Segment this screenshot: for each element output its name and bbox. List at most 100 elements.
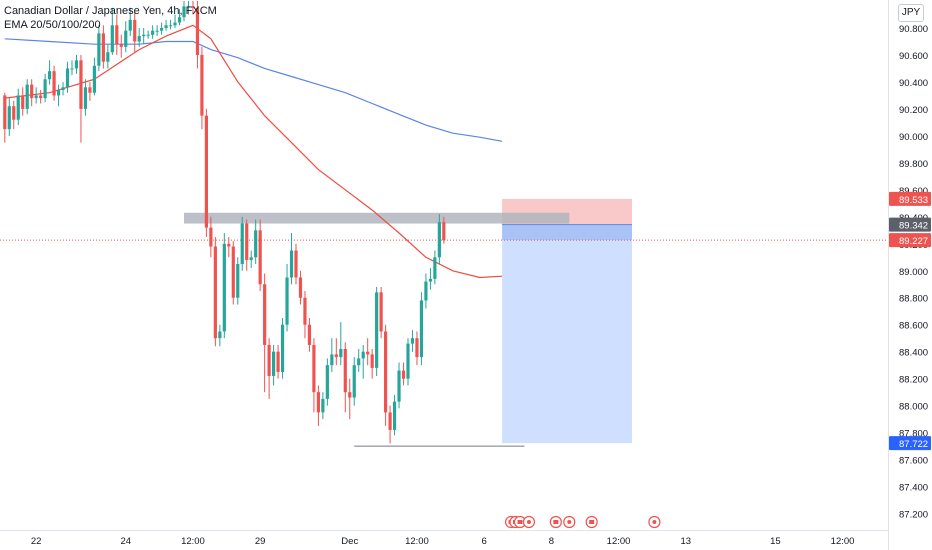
candle-body <box>289 250 294 278</box>
candle <box>397 362 401 409</box>
candle-body <box>267 344 271 376</box>
price-tag-label: 89.533 <box>899 195 928 206</box>
time-tick-label: 8 <box>549 536 554 547</box>
candle-body <box>151 30 155 35</box>
candle <box>352 357 356 406</box>
candle-body <box>65 68 70 88</box>
candle <box>357 349 361 372</box>
candle-body <box>164 25 168 28</box>
price-tick-label: 90.200 <box>899 105 928 116</box>
candle-body <box>186 6 191 8</box>
candle-body <box>83 87 88 109</box>
candle <box>379 286 383 339</box>
candle-body <box>263 284 267 345</box>
time-tick-label: 15 <box>770 536 781 547</box>
price-tick-label: 89.600 <box>899 186 928 197</box>
candle-body <box>249 257 253 260</box>
candle <box>343 342 347 413</box>
candle <box>298 270 303 305</box>
candle-body <box>410 338 415 344</box>
event-marker-dot <box>652 520 657 524</box>
candle <box>88 81 92 101</box>
candle-body <box>334 354 338 358</box>
currency-button[interactable]: JPY <box>898 4 924 22</box>
event-flag-icon <box>553 520 559 524</box>
candle-body <box>388 412 392 430</box>
candle-body <box>168 25 173 27</box>
candle <box>186 1 191 15</box>
candle-body <box>397 370 401 402</box>
candle-body <box>428 278 432 282</box>
candle <box>7 98 11 136</box>
price-tick-label: 90.800 <box>899 24 928 35</box>
candle <box>65 61 70 93</box>
candle <box>366 338 370 366</box>
candle-body <box>209 227 213 247</box>
candle <box>321 392 325 420</box>
candle-body <box>419 300 424 358</box>
candle <box>177 9 182 26</box>
candle-body <box>379 292 383 332</box>
candle <box>74 54 79 74</box>
ema-fast-line <box>4 24 503 279</box>
candle <box>97 25 101 72</box>
resistance-zone <box>184 212 570 224</box>
candle <box>151 25 155 39</box>
price-tick-label: 89.000 <box>899 267 928 278</box>
time-tick-label: 13 <box>680 536 691 547</box>
candle-body <box>272 351 276 376</box>
candle <box>361 344 365 379</box>
candle-body <box>97 33 101 66</box>
time-tick-label: 12:00 <box>831 536 855 547</box>
candle <box>419 292 424 366</box>
candle-body <box>357 358 361 366</box>
candle <box>30 79 34 107</box>
candle <box>312 338 316 413</box>
candle-body <box>61 87 65 91</box>
candle <box>392 394 397 436</box>
candle-body <box>16 95 20 120</box>
candle <box>61 81 65 96</box>
candle <box>294 243 298 285</box>
candle-body <box>21 95 25 109</box>
candle-body <box>424 281 428 301</box>
candle <box>25 79 29 115</box>
candle <box>258 219 262 291</box>
candle-body <box>236 264 240 298</box>
time-tick-label: 24 <box>120 536 131 547</box>
candle-body <box>191 6 195 8</box>
candle <box>133 11 137 53</box>
price-tick-label: 88.800 <box>899 294 928 305</box>
candle <box>263 273 267 393</box>
ema-slow-line <box>4 38 503 142</box>
event-marker-dot <box>526 520 531 524</box>
candle-body <box>352 365 356 398</box>
price-tag-label: 89.342 <box>899 221 928 232</box>
candle <box>48 60 52 85</box>
candle-body <box>74 60 79 69</box>
candle <box>276 344 280 379</box>
candle-body <box>12 106 16 120</box>
candle-body <box>213 246 217 339</box>
candle-body <box>128 19 132 31</box>
candle-body <box>177 17 182 23</box>
candle <box>437 214 441 265</box>
price-tick-label: 89.800 <box>899 159 928 170</box>
price-tick-label: 88.200 <box>899 375 928 386</box>
candle-body <box>106 52 110 62</box>
candle-body <box>146 34 150 36</box>
price-tick-label: 88.000 <box>899 402 928 413</box>
candle <box>168 19 173 30</box>
candle <box>101 25 105 69</box>
candle-body <box>312 344 316 393</box>
candle <box>222 233 226 339</box>
candle-body <box>34 95 38 99</box>
price-tag-box <box>889 233 931 248</box>
candle <box>384 324 388 426</box>
candle <box>191 1 195 15</box>
candle <box>289 233 294 285</box>
candle <box>410 330 415 352</box>
candle-body <box>56 90 61 96</box>
candle-body <box>133 19 137 42</box>
